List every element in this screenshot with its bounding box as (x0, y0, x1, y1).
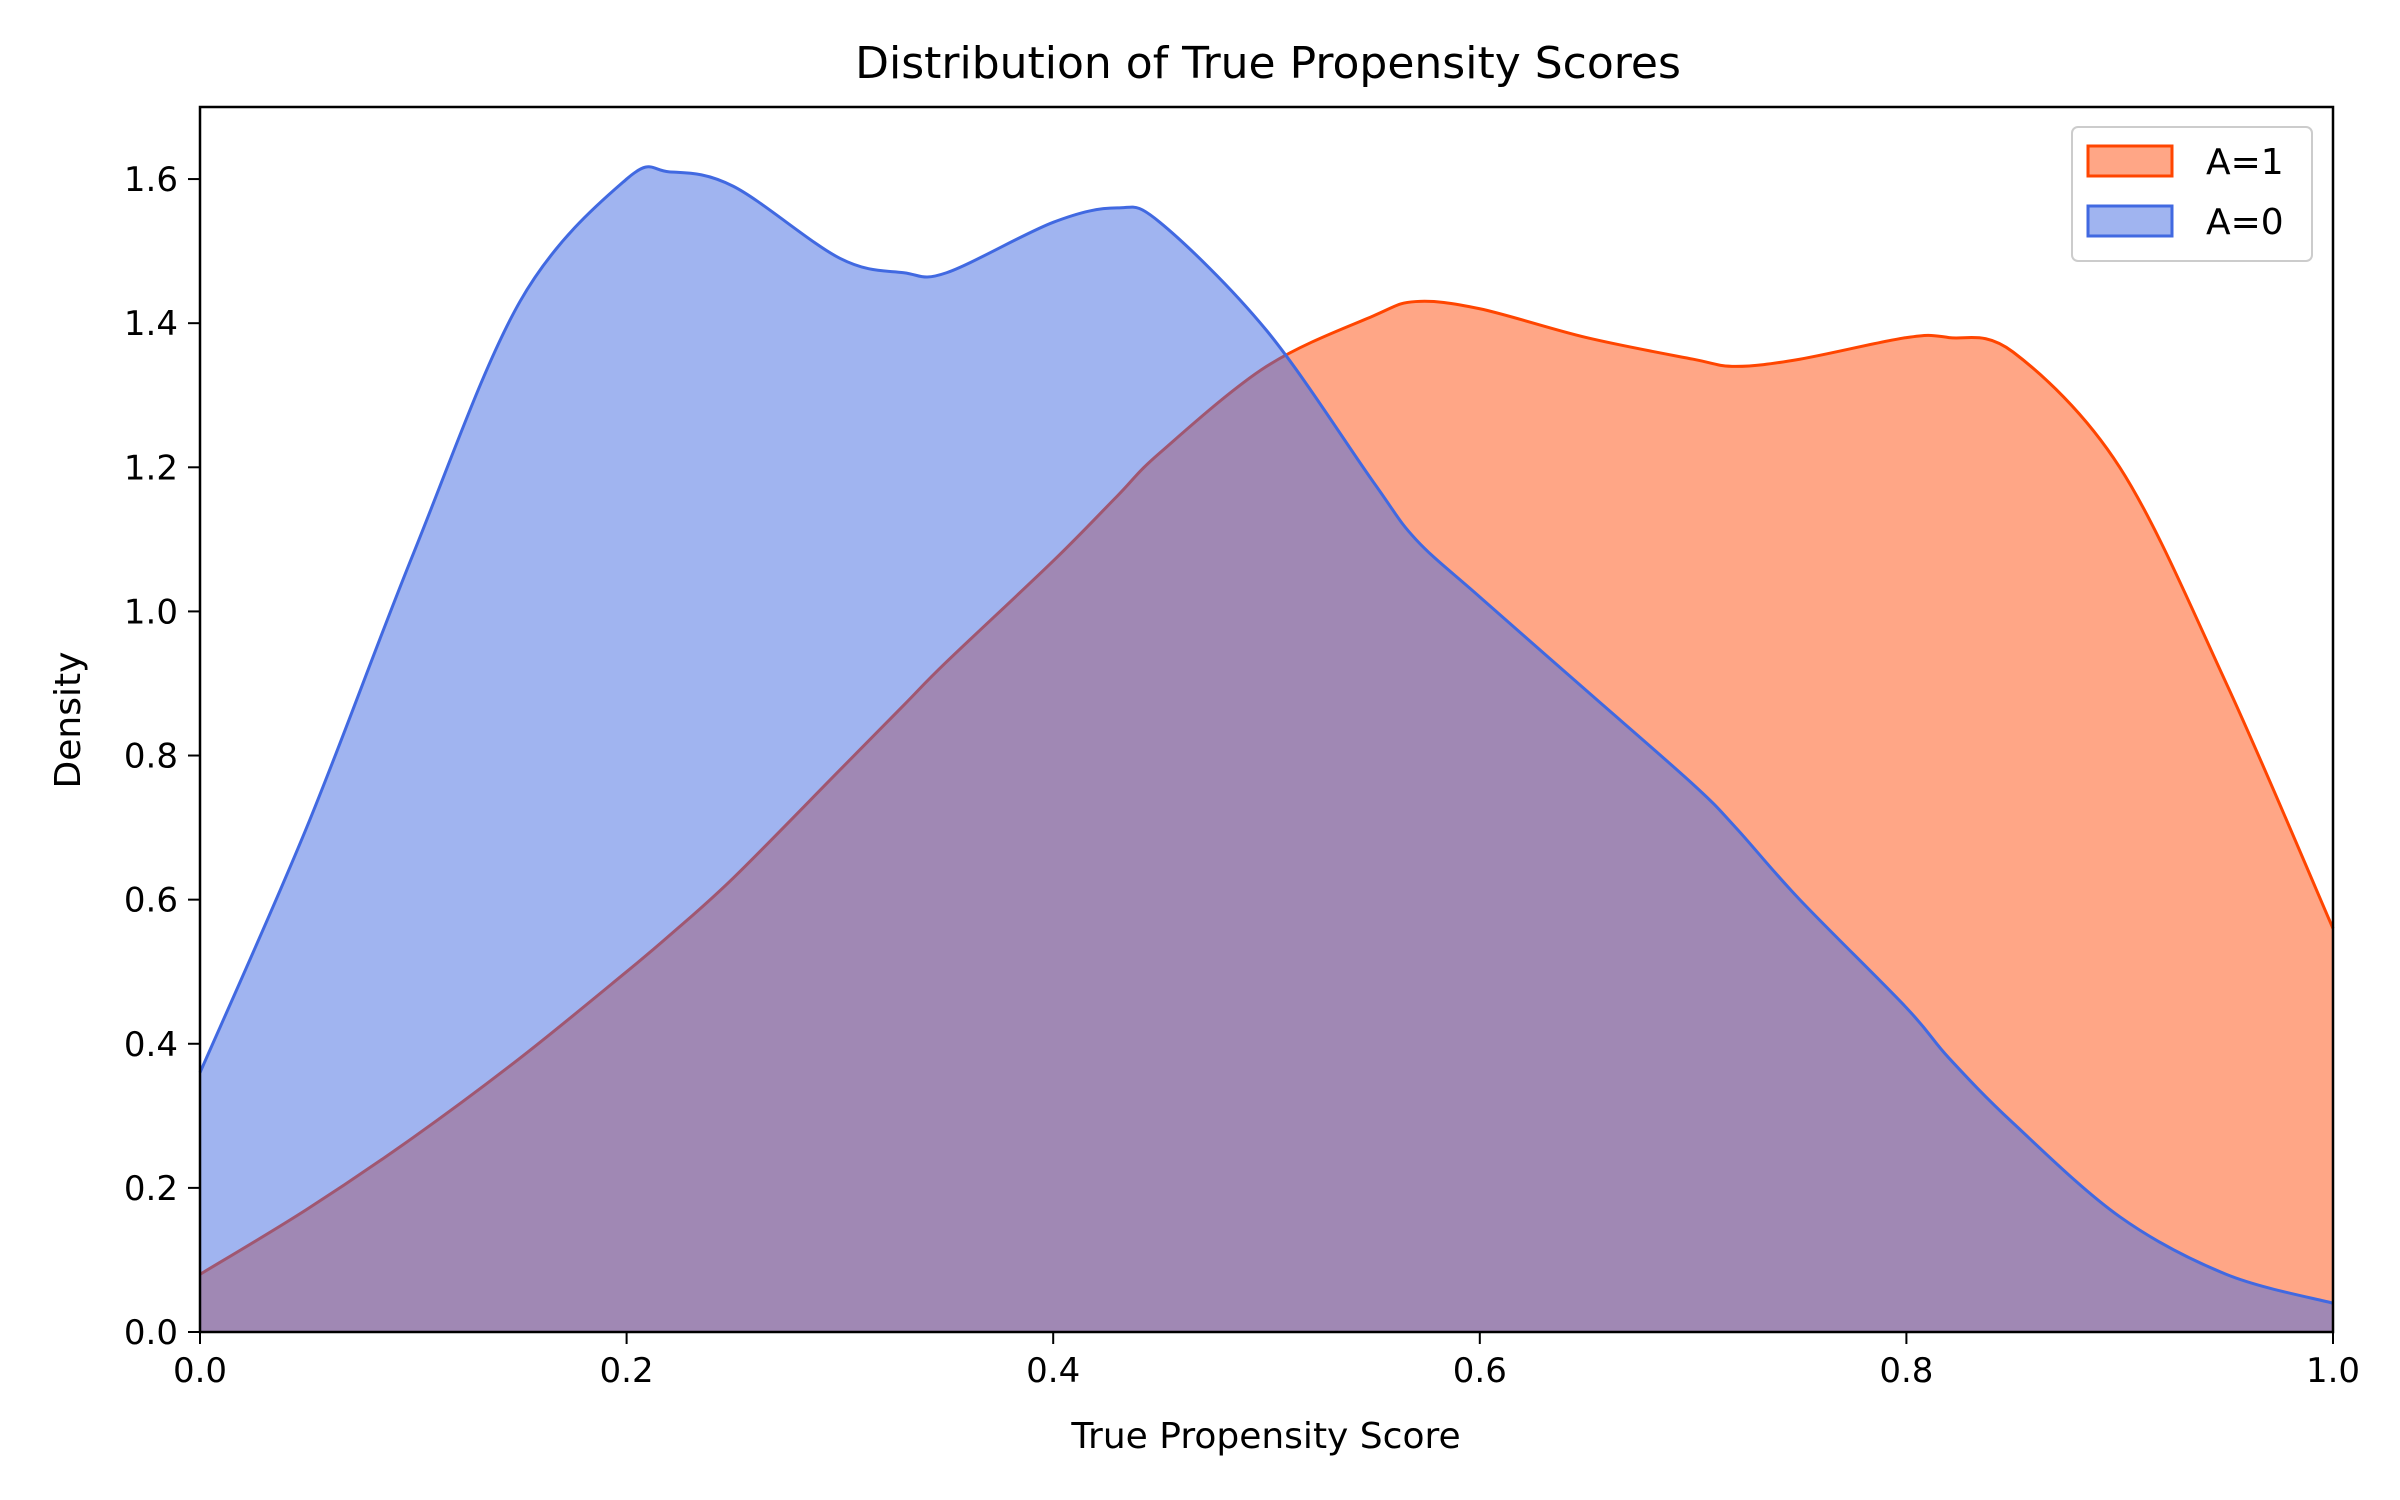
plot-frame (198, 105, 2335, 1334)
y-axis-label: Density (48, 652, 89, 789)
y-tick-label: 1.4 (124, 304, 178, 344)
x-tick-label: 0.8 (1879, 1351, 1933, 1391)
x-tick-label: 1.0 (2306, 1351, 2360, 1391)
y-tick-label: 0.4 (124, 1025, 178, 1065)
y-tick-label: 1.0 (124, 592, 178, 632)
y-tick-label: 1.6 (124, 160, 178, 200)
y-tick-label: 0.2 (124, 1169, 178, 1209)
line-series-a0 (198, 165, 2334, 1305)
chart-title: Distribution of True Propensity Scores (855, 38, 1681, 89)
x-tick-label: 0.0 (173, 1351, 227, 1391)
x-axis-label: True Propensity Score (1070, 1416, 1460, 1457)
y-tick-label: 1.2 (124, 448, 178, 488)
y-axis-ticks: 0.0 0.2 0.4 0.6 0.8 1.0 1.2 1.4 1.6 (124, 160, 200, 1353)
y-tick-label: 0.0 (124, 1313, 178, 1353)
legend-swatch-a0 (2086, 204, 2174, 238)
area-series-a0 (200, 166, 2333, 1333)
plot-area (198, 165, 2335, 1333)
x-axis-ticks: 0.0 0.2 0.4 0.6 0.8 1.0 (173, 1332, 2360, 1391)
legend: A=1 A=0 (2071, 126, 2313, 262)
legend-swatch-a1 (2086, 144, 2174, 178)
x-tick-label: 0.2 (600, 1351, 654, 1391)
x-tick-label: 0.4 (1026, 1351, 1080, 1391)
y-tick-label: 0.6 (124, 881, 178, 921)
legend-label-a0: A=0 (2206, 202, 2284, 243)
legend-label-a1: A=1 (2206, 142, 2284, 183)
y-tick-label: 0.8 (124, 737, 178, 777)
x-tick-label: 0.6 (1453, 1351, 1507, 1391)
